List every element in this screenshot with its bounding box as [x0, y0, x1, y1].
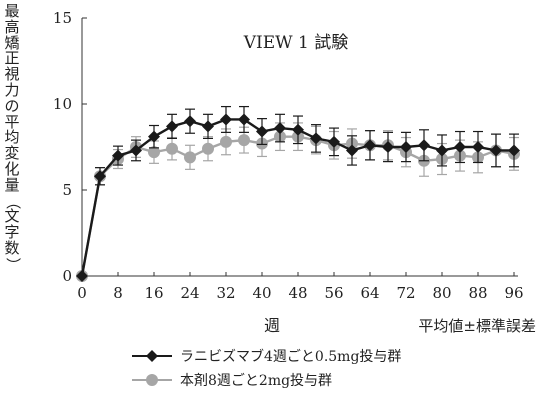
data-point-ranibizumab-88	[472, 141, 484, 153]
y-label-char: 視	[4, 65, 20, 84]
y-tick-label-5: 5	[62, 181, 72, 199]
x-axis-label: 週	[264, 316, 280, 335]
data-point-ranibizumab-48	[292, 123, 304, 136]
x-axis: 0 8 16 24 32 40 48 56 64 72 80 88 96	[77, 272, 524, 302]
y-label-char: 文	[4, 207, 20, 226]
data-point-ranibizumab-4	[94, 170, 106, 183]
legend-item-ranibizumab: ラニビズマブ4週ごと0.5mg投与群	[132, 348, 401, 365]
data-point-ranibizumab-96	[508, 144, 520, 157]
x-tick-label-48: 48	[288, 284, 307, 302]
data-point-aflibercept-32	[220, 135, 232, 148]
series-ranibizumab	[76, 105, 520, 282]
x-tick-label-0: 0	[77, 284, 87, 302]
x-tick-label-40: 40	[252, 284, 271, 302]
legend: ラニビズマブ4週ごと0.5mg投与群 本剤8週ごと2mg投与群	[132, 348, 401, 389]
y-label-char: 最	[4, 2, 20, 20]
data-point-ranibizumab-36	[238, 113, 250, 126]
data-point-ranibizumab-24	[184, 115, 196, 128]
y-label-char: 化	[4, 159, 20, 178]
x-tick-label-64: 64	[360, 284, 379, 302]
y-label-char: 均	[4, 128, 20, 147]
data-point-ranibizumab-72	[400, 141, 412, 153]
error-note: 平均値±標準誤差	[418, 317, 536, 335]
data-point-ranibizumab-60	[346, 144, 358, 157]
data-point-aflibercept-28	[202, 142, 214, 155]
chart-title: VIEW 1 試験	[243, 33, 349, 53]
data-point-ranibizumab-12	[130, 144, 142, 157]
x-tick-label-8: 8	[113, 284, 123, 302]
y-label-char: ）	[3, 257, 22, 273]
x-tick-label-72: 72	[396, 284, 415, 302]
y-label-char: 高	[4, 17, 20, 36]
x-tick-label-96: 96	[504, 284, 523, 302]
data-point-aflibercept-16	[148, 146, 160, 159]
data-point-aflibercept-24	[184, 151, 196, 164]
data-point-ranibizumab-0	[76, 270, 88, 282]
y-tick-label-15: 15	[53, 9, 72, 27]
data-point-ranibizumab-64	[364, 139, 376, 152]
legend-marker-aflibercept	[146, 374, 158, 386]
legend-marker-ranibizumab	[146, 350, 158, 362]
data-point-ranibizumab-32	[220, 113, 232, 126]
y-label-char: 量	[4, 175, 20, 194]
data-point-ranibizumab-80	[436, 144, 448, 157]
y-label-char: 平	[4, 112, 20, 131]
x-tick-label-32: 32	[216, 284, 235, 302]
y-tick-label-10: 10	[53, 95, 72, 113]
y-label-char: （	[3, 193, 22, 209]
data-point-ranibizumab-84	[454, 141, 466, 153]
data-point-ranibizumab-16	[148, 130, 160, 143]
y-tick-label-0: 0	[62, 267, 72, 285]
x-tick-label-88: 88	[468, 284, 487, 302]
x-tick-label-24: 24	[180, 284, 199, 302]
x-tick-label-80: 80	[432, 284, 451, 302]
legend-label-ranibizumab: ラニビズマブ4週ごと0.5mg投与群	[180, 348, 401, 365]
data-point-ranibizumab-76	[418, 139, 430, 152]
data-point-aflibercept-36	[238, 134, 250, 147]
y-label-char: 力	[4, 80, 20, 99]
y-axis: 0 5 10 15	[53, 9, 87, 285]
y-label-char: 数	[4, 238, 20, 257]
y-axis-label: 最高矯正視力の平均変化量（文字数）	[2, 2, 22, 273]
y-label-char: 矯	[4, 33, 20, 52]
data-point-ranibizumab-8	[112, 149, 124, 162]
y-label-char: 変	[4, 144, 20, 163]
data-point-ranibizumab-56	[328, 135, 340, 148]
series-layer	[76, 105, 520, 282]
legend-item-aflibercept: 本剤8週ごと2mg投与群	[132, 373, 332, 389]
x-tick-label-16: 16	[144, 284, 163, 302]
series-line-aflibercept	[80, 135, 515, 277]
x-tick-label-56: 56	[324, 284, 343, 302]
data-point-ranibizumab-92	[490, 144, 502, 157]
legend-label-aflibercept: 本剤8週ごと2mg投与群	[180, 373, 332, 389]
y-label-char: の	[4, 96, 20, 115]
data-point-ranibizumab-52	[310, 132, 322, 145]
data-point-aflibercept-20	[166, 142, 178, 155]
y-label-char: 正	[4, 49, 20, 68]
data-point-ranibizumab-40	[256, 125, 268, 138]
data-point-ranibizumab-68	[382, 141, 394, 153]
data-point-ranibizumab-28	[202, 120, 214, 133]
data-point-ranibizumab-44	[274, 122, 286, 135]
data-point-ranibizumab-20	[166, 120, 178, 133]
y-label-char: 字	[4, 223, 20, 242]
